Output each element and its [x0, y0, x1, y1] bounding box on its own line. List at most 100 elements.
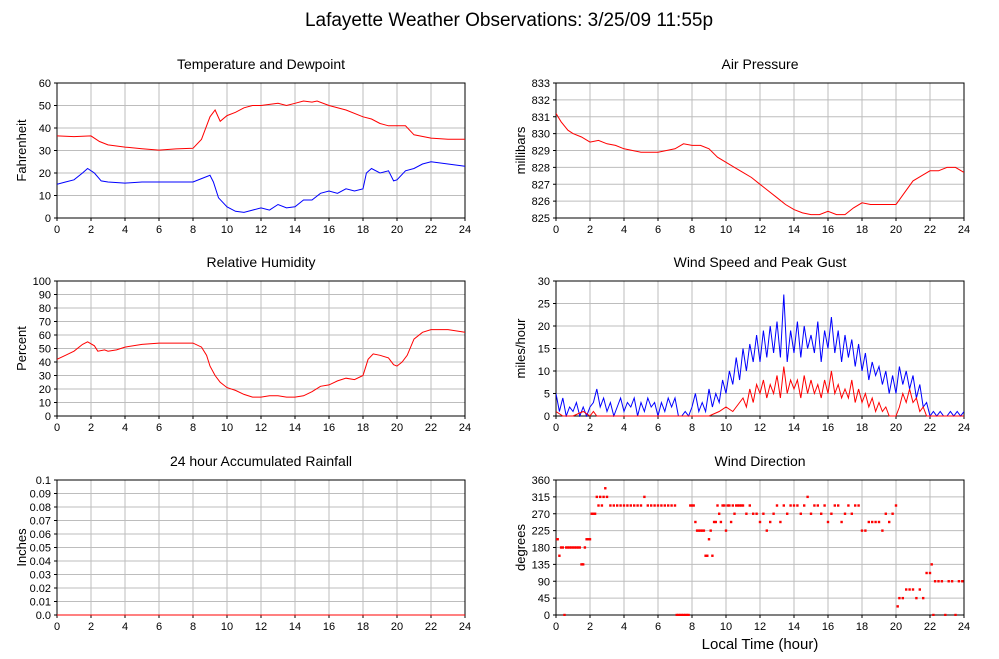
- scatter-point: [656, 504, 660, 507]
- scatter-point: [796, 504, 799, 507]
- scatter-point: [619, 504, 622, 507]
- scatter-point: [571, 546, 575, 549]
- chart-panel: 0 2 4 6 8 10 12 14 16 18 20 22 248258268278288298308…: [513, 56, 970, 236]
- scatter-point: [599, 495, 602, 499]
- scatter-point: [840, 520, 843, 524]
- scatter-point: [643, 495, 646, 499]
- scatter-point: [961, 580, 964, 583]
- scatter-point: [940, 580, 944, 583]
- x-tick-label: 8: [190, 422, 196, 434]
- scatter-point: [723, 504, 726, 507]
- y-tick-label: 825: [532, 213, 550, 225]
- y-tick-label: 0.0: [36, 610, 51, 622]
- y-tick-label: 0.09: [30, 489, 51, 501]
- y-tick-label: 45: [538, 593, 550, 605]
- x-tick-label: 14: [788, 621, 800, 633]
- x-tick-label: 0: [553, 621, 559, 633]
- y-tick-label: 15: [538, 344, 550, 356]
- series-line: [556, 366, 964, 417]
- scatter-point: [583, 546, 587, 549]
- scatter-point: [874, 520, 877, 524]
- y-tick-label: 10: [538, 366, 550, 378]
- x-tick-label: 6: [655, 621, 661, 633]
- x-tick-label: 20: [391, 621, 403, 633]
- x-tick-label: 2: [88, 422, 94, 434]
- scatter-point: [616, 504, 619, 507]
- scatter-point: [860, 529, 864, 532]
- x-tick-label: 22: [425, 422, 437, 434]
- x-tick-label: 6: [655, 422, 661, 434]
- scatter-point: [905, 588, 908, 591]
- x-tick-label: 0: [553, 422, 559, 434]
- scatter-point: [626, 504, 629, 507]
- scatter-point: [565, 546, 568, 549]
- y-tick-label: 20: [538, 321, 550, 333]
- series-line: [57, 100, 465, 151]
- y-tick-label: 25: [538, 299, 550, 311]
- x-tick-label: 2: [88, 621, 94, 633]
- scatter-point: [950, 580, 954, 583]
- scatter-point: [898, 596, 901, 600]
- x-tick-label: 18: [856, 224, 868, 236]
- scatter-point: [561, 546, 564, 549]
- y-tick-label: 828: [532, 162, 550, 174]
- scatter-point: [947, 580, 950, 583]
- plot-area: [556, 113, 964, 216]
- y-axis-label: Fahrenheit: [14, 119, 29, 182]
- scatter-point: [932, 613, 935, 616]
- scatter-point: [741, 504, 745, 507]
- x-tick-label: 22: [425, 621, 437, 633]
- scatter-point: [736, 504, 740, 507]
- y-tick-label: 0.07: [30, 516, 51, 528]
- x-tick-label: 4: [621, 422, 627, 434]
- y-axis-label: Inches: [14, 528, 29, 567]
- scatter-point: [937, 580, 940, 583]
- scatter-point: [711, 554, 714, 557]
- y-tick-label: 0: [45, 213, 51, 225]
- x-tick-label: 10: [221, 224, 233, 236]
- scatter-point: [816, 504, 819, 507]
- scatter-point: [660, 504, 663, 507]
- scatter-point: [573, 546, 576, 549]
- scatter-point: [779, 520, 782, 524]
- x-tick-label: 0: [54, 621, 60, 633]
- y-tick-label: 225: [532, 526, 550, 538]
- x-tick-label: 4: [122, 224, 128, 236]
- chart-title: Temperature and Dewpoint: [177, 56, 345, 72]
- y-tick-label: 30: [39, 371, 51, 383]
- chart-panel: 0 2 4 6 8 10 12 14 16 18 20 22 240102030405060708090…: [14, 254, 471, 434]
- y-tick-label: 180: [532, 543, 550, 555]
- scatter-point: [901, 596, 904, 600]
- y-tick-label: 80: [39, 303, 51, 315]
- scatter-point: [881, 529, 884, 532]
- x-tick-label: 24: [459, 224, 471, 236]
- x-tick-label: 12: [754, 422, 766, 434]
- x-tick-label: 12: [754, 621, 766, 633]
- y-axis-label: miles/hour: [513, 318, 528, 379]
- scatter-point: [689, 504, 692, 507]
- scatter-point: [729, 520, 733, 524]
- chart-title: 24 hour Accumulated Rainfall: [170, 453, 352, 469]
- x-tick-label: 24: [459, 621, 471, 633]
- x-tick-label: 2: [587, 422, 593, 434]
- x-tick-label: 10: [221, 621, 233, 633]
- scatter-point: [782, 504, 785, 507]
- scatter-point: [636, 504, 639, 507]
- scatter-point: [704, 554, 707, 557]
- x-tick-label: 10: [720, 422, 732, 434]
- scatter-point: [639, 504, 643, 507]
- scatter-point: [582, 563, 585, 566]
- x-tick-label: 14: [788, 224, 800, 236]
- scatter-point: [894, 504, 898, 507]
- x-tick-label: 22: [924, 621, 936, 633]
- plot-area: [57, 100, 465, 213]
- scatter-point: [678, 613, 682, 616]
- scatter-point: [566, 546, 570, 549]
- scatter-point: [786, 512, 789, 515]
- scatter-point: [576, 546, 580, 549]
- x-tick-label: 2: [587, 621, 593, 633]
- scatter-point: [712, 520, 716, 524]
- y-tick-label: 40: [39, 357, 51, 369]
- scatter-point: [911, 588, 915, 591]
- scatter-point: [728, 504, 731, 507]
